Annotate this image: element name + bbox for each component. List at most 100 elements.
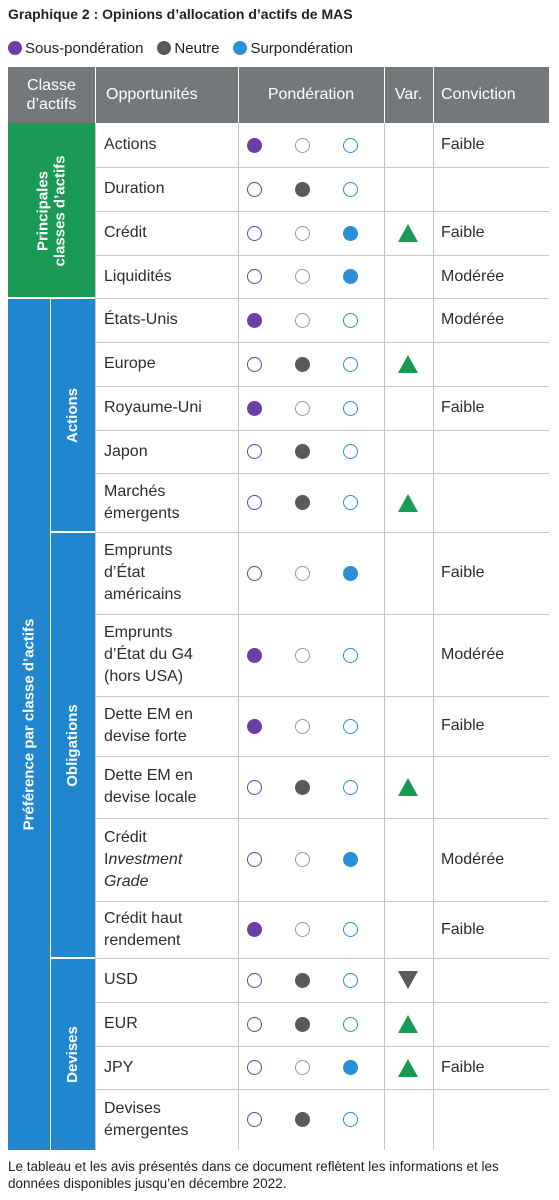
- band-divider: [50, 531, 95, 533]
- row-label: Dette EM en devise locale: [104, 756, 240, 818]
- empty-sous-circle-icon: [246, 565, 262, 581]
- empty-sur-circle-icon: [342, 1016, 358, 1032]
- row-label: Crédit haut rendement: [104, 901, 240, 958]
- empty-sur-circle-icon: [342, 647, 358, 663]
- filled-sur-circle-icon: [342, 565, 358, 581]
- conviction-value: Faible: [441, 399, 485, 416]
- row-label: EUR: [104, 1002, 240, 1046]
- filled-neutre-circle-icon: [294, 972, 310, 988]
- empty-neutre-circle-icon: [294, 565, 310, 581]
- row-label: Marchés émergents: [104, 473, 240, 532]
- row-label-text: Crédit: [104, 224, 147, 241]
- empty-sur-circle-icon: [342, 922, 358, 937]
- group-obligations: Obligations: [50, 532, 95, 958]
- empty-sous-circle-icon: [246, 495, 262, 510]
- header-classe: Classe d’actifs: [8, 67, 95, 123]
- row-label: Devises émergentes: [104, 1089, 240, 1150]
- empty-neutre-circle-icon: [294, 718, 310, 734]
- row-label: Actions: [104, 123, 240, 167]
- row-label-text: JPY: [104, 1058, 134, 1076]
- row-label-text: Crédit haut rendement: [104, 909, 183, 949]
- empty-neutre-circle-icon: [294, 137, 310, 153]
- row-divider: [95, 342, 549, 343]
- group-principales-line1: Principales: [34, 170, 52, 251]
- row-label: États-Unis: [104, 298, 240, 342]
- empty-neutre-circle-icon: [294, 922, 310, 937]
- row-label-italic: nvestment Grade: [104, 850, 183, 890]
- group-preference-label: Préférence par classe d’actifs: [20, 618, 38, 830]
- header-separator: [384, 67, 385, 123]
- chart-title: Graphique 2 : Opinions d’allocation d’ac…: [8, 6, 353, 22]
- legend-label: Neutre: [174, 39, 220, 57]
- empty-sous-circle-icon: [246, 972, 262, 988]
- row-label: Europe: [104, 342, 240, 386]
- filled-neutre-circle-icon: [294, 495, 310, 510]
- row-divider: [95, 614, 549, 615]
- conviction-value: Modérée: [441, 850, 505, 868]
- filled-sur-circle-icon: [342, 225, 358, 241]
- conviction-value: Faible: [441, 224, 485, 241]
- row-label-text: Actions: [104, 136, 157, 153]
- row-divider: [95, 958, 549, 959]
- row-label: Crédit: [104, 211, 240, 255]
- empty-neutre-circle-icon: [294, 647, 310, 663]
- row-label-text: Royaume-Uni: [104, 399, 202, 416]
- empty-neutre-circle-icon: [294, 269, 310, 284]
- empty-sous-circle-icon: [246, 1016, 262, 1032]
- row-label-text: Marchés émergents: [104, 482, 180, 522]
- empty-sur-circle-icon: [342, 444, 358, 459]
- band-divider: [50, 298, 51, 1150]
- row-divider: [95, 386, 549, 387]
- filled-sur-circle-icon: [342, 269, 358, 284]
- row-label-text: Emprunts d’État américains: [104, 542, 182, 603]
- empty-sous-circle-icon: [246, 852, 262, 867]
- filled-sous-circle-icon: [246, 647, 262, 663]
- row-divider: [95, 255, 549, 256]
- up-triangle-icon: [398, 778, 418, 796]
- allocation-table: Classe d’actifs Opportunités Pondération…: [8, 67, 549, 1150]
- row-label: Crédit Investment Grade: [104, 818, 240, 901]
- filled-neutre-circle-icon: [294, 444, 310, 459]
- row-label-text: Liquidités: [104, 267, 172, 285]
- conviction-value: Faible: [441, 136, 485, 153]
- row-label: JPY: [104, 1046, 240, 1089]
- filled-sous-circle-icon: [246, 312, 262, 328]
- empty-sur-circle-icon: [342, 1112, 358, 1127]
- band-divider: [50, 957, 95, 959]
- header-classe-line1: Classe: [27, 77, 76, 94]
- empty-sur-circle-icon: [342, 312, 358, 328]
- footnote: Le tableau et les avis présentés dans ce…: [8, 1159, 499, 1191]
- filled-sous-circle-icon: [246, 922, 262, 937]
- row-label-text: Europe: [104, 355, 156, 372]
- row-divider: [95, 473, 549, 474]
- row-divider: [95, 756, 549, 757]
- up-triangle-icon: [398, 493, 418, 512]
- empty-neutre-circle-icon: [294, 852, 310, 867]
- group-actions: Actions: [50, 298, 95, 532]
- gray-dot-icon: [157, 41, 172, 55]
- row-label: Japon: [104, 430, 240, 473]
- filled-neutre-circle-icon: [294, 1112, 310, 1127]
- filled-sur-circle-icon: [342, 852, 358, 867]
- row-label: Emprunts d’État du G4 (hors USA): [104, 614, 240, 696]
- conviction-value: Faible: [441, 564, 485, 581]
- blue-dot-icon: [233, 41, 248, 55]
- header-separator: [238, 67, 239, 123]
- row-label: Emprunts d’État américains: [104, 532, 240, 614]
- row-label-text: EUR: [104, 1015, 138, 1032]
- legend-label: Surpondération: [250, 39, 354, 57]
- conviction-value: Modérée: [441, 267, 505, 285]
- down-triangle-icon: [398, 971, 418, 989]
- row-label: USD: [104, 958, 240, 1002]
- column-divider: [433, 123, 434, 1150]
- conviction-value: Faible: [441, 1058, 485, 1076]
- legend-item-surponderation: Surpondération: [233, 40, 353, 57]
- empty-neutre-circle-icon: [294, 400, 310, 416]
- empty-neutre-circle-icon: [294, 1060, 310, 1075]
- group-principales-classes: Principales classes d’actifs: [8, 123, 95, 298]
- purple-dot-icon: [8, 41, 22, 55]
- empty-sur-circle-icon: [342, 137, 358, 153]
- empty-sur-circle-icon: [342, 495, 358, 510]
- filled-sous-circle-icon: [246, 400, 262, 416]
- row-divider: [95, 211, 549, 212]
